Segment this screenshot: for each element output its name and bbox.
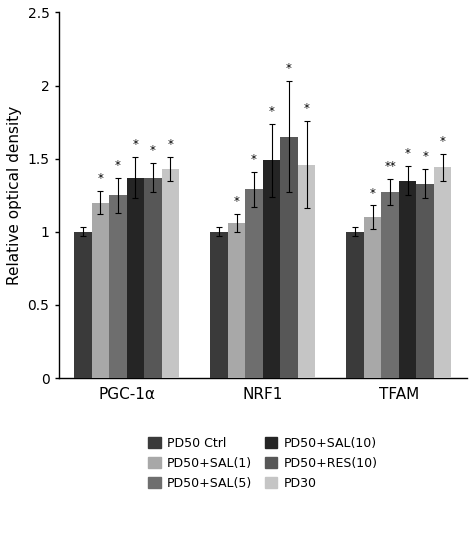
Bar xyxy=(144,178,162,378)
Bar xyxy=(74,232,91,378)
Bar xyxy=(346,232,364,378)
Y-axis label: Relative optical density: Relative optical density xyxy=(7,106,22,285)
Text: *: * xyxy=(150,144,156,157)
Text: *: * xyxy=(132,138,138,151)
Bar xyxy=(399,180,417,378)
Bar xyxy=(245,190,263,378)
Text: *: * xyxy=(115,159,121,172)
Text: *: * xyxy=(269,105,274,118)
Text: **: ** xyxy=(384,160,396,173)
Bar xyxy=(434,167,452,378)
Bar xyxy=(382,192,399,378)
Text: *: * xyxy=(304,102,310,115)
Text: *: * xyxy=(167,138,173,151)
Bar xyxy=(91,202,109,378)
Text: *: * xyxy=(234,195,239,208)
Bar xyxy=(417,184,434,378)
Text: *: * xyxy=(440,136,446,148)
Text: *: * xyxy=(98,172,103,185)
Legend: PD50 Ctrl, PD50+SAL(1), PD50+SAL(5), PD50+SAL(10), PD50+RES(10), PD30: PD50 Ctrl, PD50+SAL(1), PD50+SAL(5), PD5… xyxy=(143,432,383,495)
Text: *: * xyxy=(251,153,257,166)
Text: *: * xyxy=(370,187,375,200)
Text: *: * xyxy=(422,150,428,163)
Bar xyxy=(364,217,382,378)
Bar xyxy=(280,137,298,378)
Text: *: * xyxy=(405,147,410,160)
Bar xyxy=(298,165,315,378)
Bar xyxy=(263,160,280,378)
Bar xyxy=(127,178,144,378)
Bar xyxy=(210,232,228,378)
Bar xyxy=(109,195,127,378)
Text: *: * xyxy=(286,62,292,75)
Bar xyxy=(162,169,179,378)
Bar xyxy=(228,223,245,378)
